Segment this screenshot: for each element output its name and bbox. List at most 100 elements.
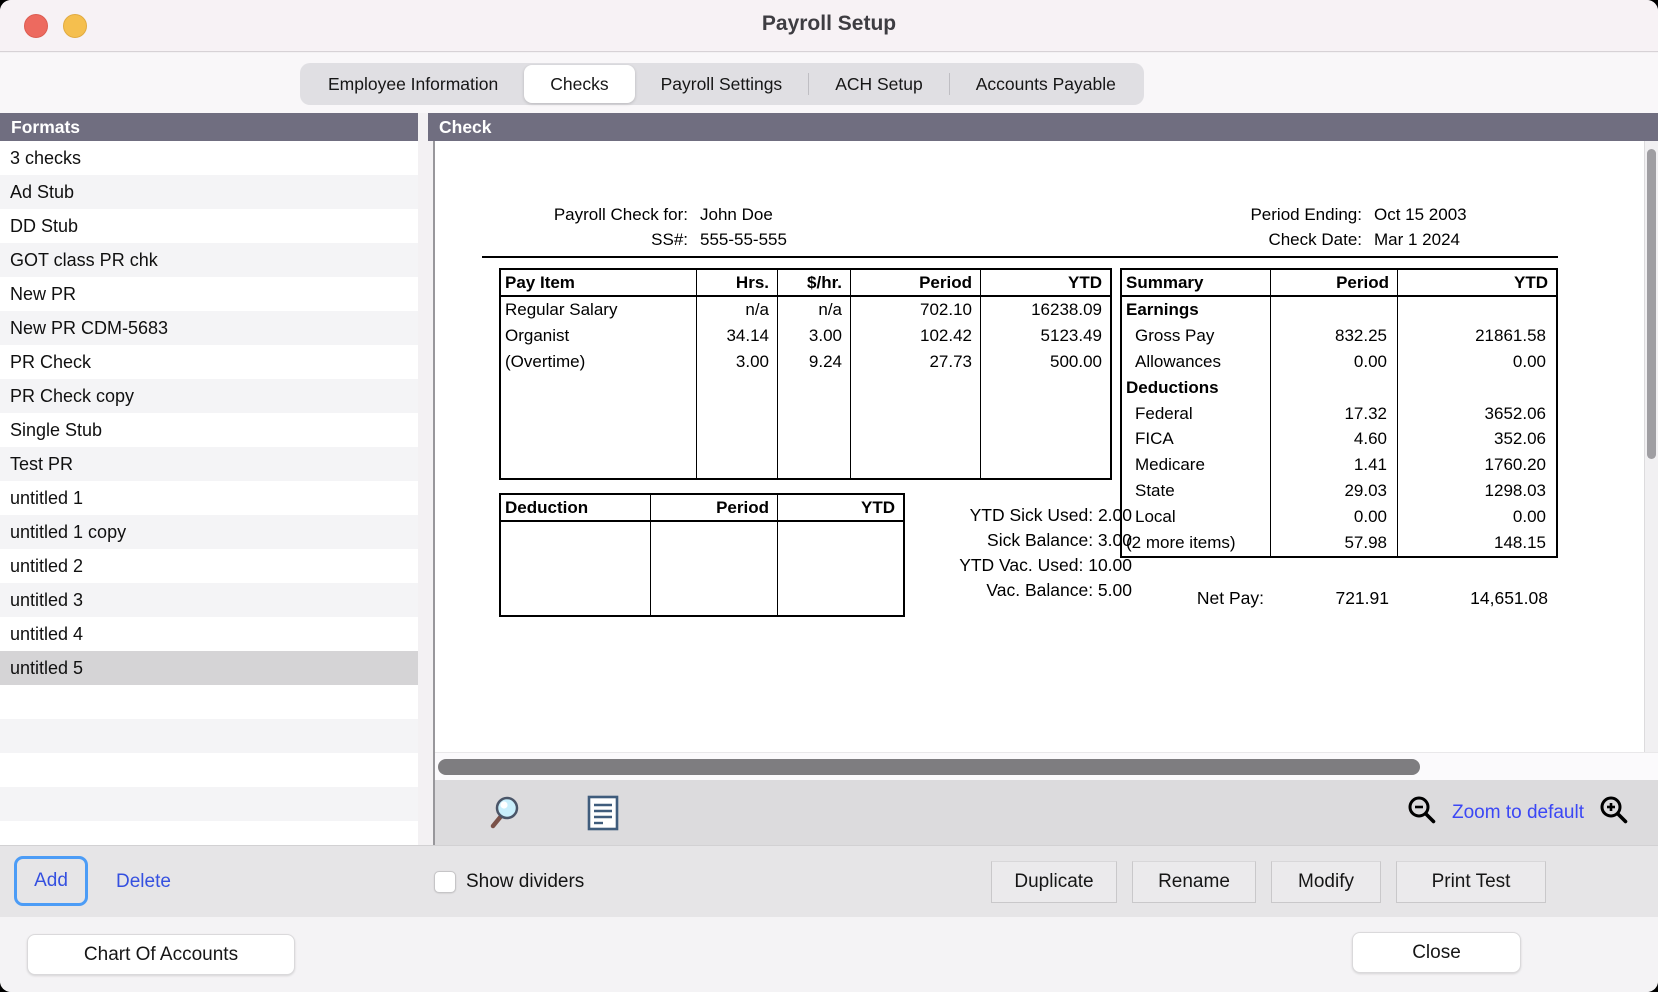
format-item[interactable]: PR Check copy [0,379,418,413]
minimize-window-icon[interactable] [63,14,87,38]
zoom-out-icon[interactable] [1406,794,1438,831]
preview-horizontal-scrollbar [435,752,1658,780]
summary-cell: 29.03 [1344,481,1387,501]
table-cell: (Overtime) [505,352,586,371]
summary-row: (2 more items) 57.98 148.15 [1122,530,1556,556]
close-button[interactable]: Close [1352,932,1521,973]
document-icon[interactable] [583,793,623,833]
close-window-icon[interactable] [24,14,48,38]
summary-row: Earnings [1122,297,1556,323]
format-item[interactable]: untitled 1 copy [0,515,418,549]
summary-cell: Medicare [1135,455,1205,475]
format-item[interactable]: Test PR [0,447,418,481]
table-cell: n/a [818,300,842,319]
format-item[interactable]: 3 checks [10,148,82,168]
preview-vertical-scrollbar [1644,141,1658,752]
deduction-table: Deduction Period YTD [499,493,905,617]
format-empty-row [0,787,418,821]
format-item[interactable]: New PR CDM-5683 [0,311,418,345]
modify-button[interactable]: Modify [1271,861,1381,903]
table-cell: Organist [505,326,570,345]
table-cell: n/a [745,300,769,319]
tab-employee-information[interactable]: Employee Information [328,74,499,94]
preview-toolbar: Zoom to default [435,780,1658,845]
summary-cell: 832.25 [1335,325,1387,345]
format-item[interactable]: Ad Stub [0,175,418,209]
period-ending-value: Oct 15 2003 [1374,205,1467,224]
summary-cell: Allowances [1135,351,1221,371]
format-item[interactable]: untitled 2 [10,556,84,576]
chart-of-accounts-button[interactable]: Chart Of Accounts [27,934,295,975]
summary-table: Summary Period YTD Earnings Gross Pay 832.25 2… [1120,268,1558,558]
summary-cell: Gross Pay [1135,325,1215,345]
zoom-in-icon[interactable] [1598,794,1630,831]
table-cell: 500.00 [1050,352,1102,371]
table-cell: Period [716,498,769,517]
leave-balance-line: Vac. Balance: 5.00 [986,580,1132,600]
summary-cell: 1760.20 [1484,455,1546,475]
vertical-scroll-thumb[interactable] [1647,149,1656,459]
horizontal-scroll-thumb[interactable] [438,759,1420,775]
format-empty-row [0,685,418,719]
tab-payroll-settings[interactable]: Payroll Settings [660,74,783,94]
add-button[interactable]: Add [14,856,88,906]
summary-cell: 21861.58 [1475,325,1546,345]
tab-ach-setup[interactable]: ACH Setup [835,74,923,94]
table-cell: Deduction [505,498,589,517]
summary-cell: 0.00 [1512,507,1546,527]
summary-cell: Local [1135,507,1176,527]
period-ending-label: Period Ending: [1250,205,1362,224]
table-cell: YTD [861,498,895,517]
format-item[interactable]: untitled 5 [0,651,418,685]
format-item[interactable]: New PR [10,284,77,304]
net-pay-ytd: 14,651.08 [1470,588,1548,608]
formats-panel-header: Formats [0,113,418,141]
summary-cell [1270,375,1397,401]
summary-row: Local 0.00 0.00 [1122,504,1556,530]
table-cell: 9.24 [808,352,842,371]
summary-cell: 3652.06 [1484,403,1546,423]
zoom-to-default-link[interactable]: Zoom to default [1451,801,1584,823]
net-pay-period: 721.91 [1335,588,1389,608]
window-title: Payroll Setup [761,12,897,35]
table-cell: Period [919,273,972,292]
tab-checks[interactable]: Checks [524,65,635,103]
formats-list: 3 checks Ad Stub DD Stub GOT class PR chk Ne… [0,141,418,845]
summary-cell: Federal [1135,403,1193,423]
format-empty-row [0,719,418,753]
rename-button[interactable]: Rename [1132,861,1256,903]
tab-separator [808,73,810,95]
format-item[interactable]: GOT class PR chk [0,243,418,277]
format-item[interactable]: DD Stub [10,216,79,236]
summary-row: FICA 4.60 352.06 [1122,426,1556,452]
tab-strip: Employee Information Checks Payroll Settin… [300,63,1144,105]
summary-cell: 352.06 [1494,429,1546,449]
print-test-button[interactable]: Print Test [1396,861,1546,903]
summary-cell: 0.00 [1512,351,1546,371]
leave-balance-line: YTD Vac. Used: 10.00 [959,555,1132,575]
summary-cell: 57.98 [1344,533,1387,553]
show-dividers-checkbox[interactable] [434,871,456,893]
format-item[interactable]: untitled 3 [0,583,418,617]
delete-button[interactable]: Delete [116,871,171,892]
summary-row: Medicare 1.41 1760.20 [1122,452,1556,478]
format-item[interactable]: Single Stub [10,420,103,440]
summary-row: State 29.03 1298.03 [1122,478,1556,504]
summary-cell: 0.00 [1353,507,1387,527]
check-date-label: Check Date: [1268,230,1362,249]
table-cell: Pay Item [505,273,575,292]
duplicate-button[interactable]: Duplicate [991,861,1117,903]
ssn-label: SS#: [651,230,688,249]
summary-cell: 1.41 [1353,455,1387,475]
tab-accounts-payable[interactable]: Accounts Payable [975,74,1116,94]
summary-cell: 17.32 [1344,403,1387,423]
format-item[interactable]: PR Check [10,352,92,372]
check-date-value: Mar 1 2024 [1374,230,1460,249]
format-item[interactable]: untitled 4 [10,624,84,644]
table-cell: Summary [1126,273,1204,292]
leave-balance-line: Sick Balance: 3.00 [987,530,1132,550]
magnifier-icon[interactable] [483,793,523,833]
format-item[interactable]: untitled 1 [10,488,84,508]
leave-balance-line: YTD Sick Used: 2.00 [969,505,1132,525]
summary-row: Gross Pay 832.25 21861.58 [1122,323,1556,349]
